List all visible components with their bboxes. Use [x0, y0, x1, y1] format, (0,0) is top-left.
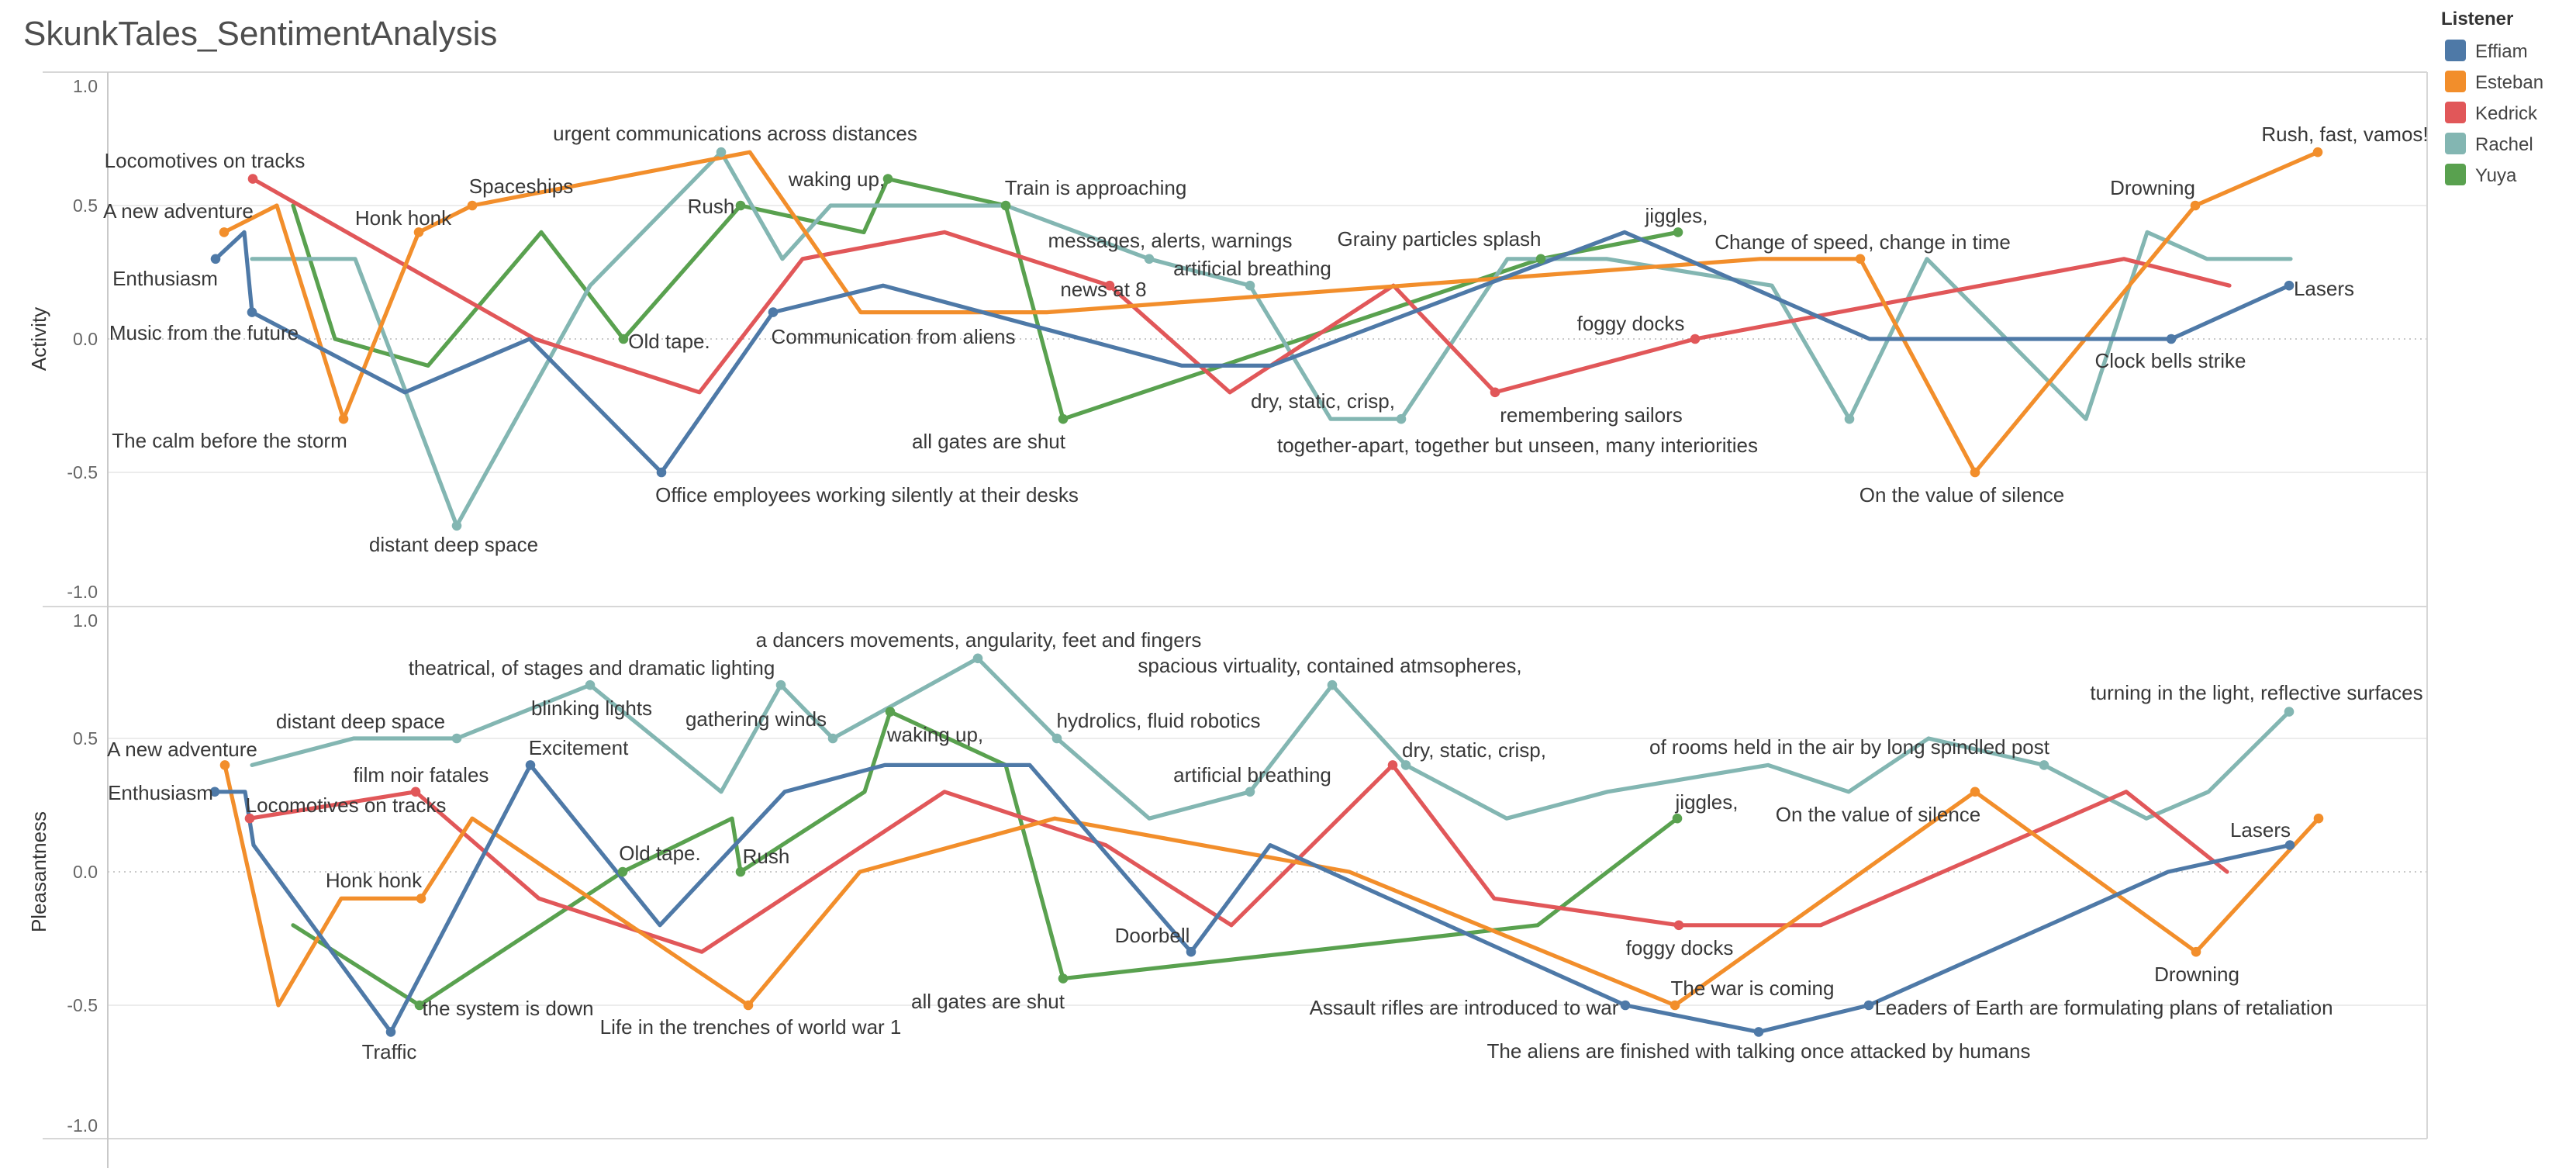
svg-text:Rush: Rush	[688, 195, 735, 218]
svg-text:all gates are shut: all gates are shut	[912, 430, 1066, 453]
svg-text:1.0: 1.0	[73, 610, 98, 631]
svg-text:messages, alerts, warnings: messages, alerts, warnings	[1048, 229, 1292, 252]
svg-text:all gates are shut: all gates are shut	[911, 990, 1065, 1013]
svg-text:a dancers movements, angularit: a dancers movements, angularity, feet an…	[756, 628, 1202, 652]
svg-text:together-apart, together but u: together-apart, together but unseen, man…	[1277, 434, 1758, 457]
svg-text:Activity: Activity	[27, 307, 50, 371]
svg-text:Life in the trenches of world: Life in the trenches of world war 1	[600, 1015, 902, 1039]
svg-text:Music from the future: Music from the future	[109, 321, 299, 344]
svg-text:Listener: Listener	[2441, 9, 2513, 29]
svg-text:Rachel: Rachel	[2475, 134, 2533, 155]
svg-text:Enthusiasm: Enthusiasm	[108, 781, 213, 804]
svg-text:On the value of silence: On the value of silence	[1859, 483, 2065, 506]
svg-text:0.0: 0.0	[73, 862, 98, 882]
svg-text:Train is approaching: Train is approaching	[1005, 176, 1187, 199]
svg-text:hydrolics, fluid robotics: hydrolics, fluid robotics	[1057, 709, 1261, 732]
svg-text:A new adventure: A new adventure	[103, 199, 254, 223]
svg-text:Locomotives on tracks: Locomotives on tracks	[105, 149, 306, 172]
svg-text:foggy docks: foggy docks	[1577, 312, 1685, 335]
svg-text:The war is coming: The war is coming	[1671, 977, 1835, 1000]
svg-text:0.5: 0.5	[73, 195, 98, 216]
svg-text:SkunkTales_SentimentAnalysis: SkunkTales_SentimentAnalysis	[23, 15, 497, 53]
svg-text:Traffic: Traffic	[362, 1040, 417, 1063]
svg-text:news at 8: news at 8	[1060, 278, 1146, 301]
svg-text:-1.0: -1.0	[67, 1115, 98, 1136]
svg-text:Drowning: Drowning	[2154, 963, 2239, 986]
svg-text:0.0: 0.0	[73, 329, 98, 349]
svg-text:jiggles,: jiggles,	[1645, 204, 1708, 227]
svg-text:Assault rifles are introduced: Assault rifles are introduced to war	[1310, 996, 1619, 1019]
svg-text:Yuya: Yuya	[2475, 165, 2517, 186]
svg-text:waking up,: waking up,	[886, 723, 983, 746]
svg-text:Effiam: Effiam	[2475, 41, 2528, 62]
svg-text:distant deep space: distant deep space	[276, 710, 445, 733]
svg-text:1.0: 1.0	[73, 76, 98, 96]
svg-text:Excitement: Excitement	[529, 736, 629, 759]
svg-text:Honk honk: Honk honk	[326, 869, 423, 892]
svg-text:Locomotives on tracks: Locomotives on tracks	[246, 793, 447, 817]
svg-text:the system is down: the system is down	[422, 997, 593, 1020]
svg-text:Doorbell: Doorbell	[1115, 924, 1190, 947]
svg-text:Kedrick: Kedrick	[2475, 103, 2538, 124]
svg-text:Esteban: Esteban	[2475, 72, 2543, 93]
svg-text:film noir fatales: film noir fatales	[354, 763, 489, 787]
svg-text:Office employees working silen: Office employees working silently at the…	[655, 483, 1079, 506]
svg-text:Rush: Rush	[743, 845, 790, 868]
svg-text:distant deep space: distant deep space	[369, 533, 538, 556]
svg-text:Old tape.: Old tape.	[628, 330, 710, 353]
svg-text:-1.0: -1.0	[67, 582, 98, 602]
svg-text:Old tape.: Old tape.	[619, 842, 701, 865]
svg-text:turning in the light, reflecti: turning in the light, reflective surface…	[2090, 681, 2422, 704]
svg-text:-0.5: -0.5	[67, 462, 98, 482]
svg-text:-0.5: -0.5	[67, 995, 98, 1015]
svg-text:Rush, fast, vamos!: Rush, fast, vamos!	[2261, 123, 2428, 146]
svg-text:Clock bells strike: Clock bells strike	[2094, 349, 2246, 372]
svg-text:Drowning: Drowning	[2110, 176, 2195, 199]
svg-text:Leaders of Earth are formulati: Leaders of Earth are formulating plans o…	[1874, 996, 2333, 1019]
svg-text:waking up,: waking up,	[788, 168, 885, 191]
svg-text:blinking lights: blinking lights	[531, 697, 652, 720]
svg-text:remembering sailors: remembering sailors	[1500, 403, 1683, 427]
svg-text:jiggles,: jiggles,	[1675, 790, 1739, 814]
svg-text:Enthusiasm: Enthusiasm	[112, 267, 218, 290]
svg-text:Honk honk: Honk honk	[355, 206, 452, 230]
svg-text:artificial breathing: artificial breathing	[1173, 763, 1331, 787]
svg-text:gathering winds: gathering winds	[685, 707, 827, 731]
svg-text:theatrical, of stages and dram: theatrical, of stages and dramatic light…	[409, 656, 775, 679]
svg-text:On the value of silence: On the value of silence	[1776, 803, 1981, 826]
svg-text:Grainy particles splash: Grainy particles splash	[1338, 227, 1542, 251]
svg-text:Lasers: Lasers	[2294, 277, 2354, 300]
svg-text:foggy docks: foggy docks	[1626, 936, 1734, 959]
svg-text:A new adventure: A new adventure	[107, 738, 257, 761]
svg-text:dry, static, crisp,: dry, static, crisp,	[1251, 389, 1395, 413]
svg-text:dry, static, crisp,: dry, static, crisp,	[1402, 738, 1546, 762]
svg-text:Communication from aliens: Communication from aliens	[771, 325, 1015, 348]
svg-text:Spaceships: Spaceships	[469, 175, 573, 198]
svg-text:Lasers: Lasers	[2230, 818, 2291, 842]
svg-text:The aliens are finished with t: The aliens are finished with talking onc…	[1487, 1039, 2031, 1063]
svg-text:artificial breathing: artificial breathing	[1173, 257, 1331, 280]
svg-text:Pleasantness: Pleasantness	[27, 811, 50, 932]
svg-text:Change of speed, change in tim: Change of speed, change in time	[1714, 230, 2011, 254]
svg-text:of rooms held in the air by lo: of rooms held in the air by long spindle…	[1649, 735, 2050, 759]
svg-text:The calm before the storm: The calm before the storm	[112, 429, 347, 452]
svg-text:urgent communications across d: urgent communications across distances	[553, 122, 917, 145]
svg-text:0.5: 0.5	[73, 728, 98, 748]
svg-text:spacious virtuality, contained: spacious virtuality, contained atmsopher…	[1138, 654, 1521, 677]
